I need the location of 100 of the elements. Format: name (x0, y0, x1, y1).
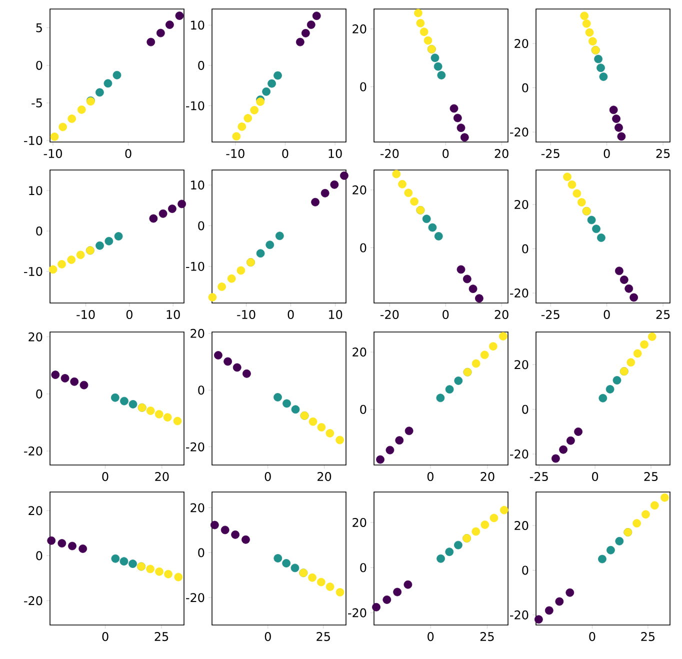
x-tick-label: 0 (125, 149, 132, 158)
y-tick-label: -20 (510, 450, 528, 459)
point (630, 293, 638, 302)
x-tick-label: -20 (380, 310, 399, 320)
point (614, 266, 624, 276)
y-tick-label: 0 (522, 244, 528, 254)
point (612, 114, 620, 123)
point (372, 602, 380, 612)
x-tick-label: 0 (288, 310, 294, 320)
y-tick-label: 10 (29, 186, 42, 196)
point (480, 350, 489, 360)
point (158, 209, 168, 218)
point (414, 8, 422, 18)
y-tick-label: -10 (186, 101, 204, 110)
point (577, 198, 586, 207)
point (596, 64, 605, 72)
y-tick-label: 20 (352, 348, 366, 357)
point (456, 124, 466, 132)
point (424, 36, 432, 45)
point (454, 376, 463, 385)
y-tick-label: 0 (198, 386, 204, 395)
x-tick-label: 0 (592, 472, 598, 482)
point (336, 436, 344, 444)
y-tick-label: 20 (28, 332, 42, 342)
point (58, 122, 67, 132)
point (633, 349, 642, 358)
point (178, 200, 186, 208)
point (250, 106, 259, 114)
point (220, 526, 230, 534)
y-tick-label: -5 (32, 98, 42, 108)
point (632, 519, 641, 528)
point (214, 351, 222, 360)
point (70, 377, 79, 386)
y-tick-label: 0 (360, 243, 366, 252)
point (587, 216, 596, 224)
point (620, 276, 628, 284)
point (568, 180, 576, 189)
x-tick-label: 0 (126, 310, 132, 320)
point (500, 506, 508, 514)
x-tick-label: 0 (264, 472, 271, 482)
point (154, 410, 164, 418)
point (80, 380, 88, 390)
point (544, 606, 554, 615)
point (498, 332, 508, 340)
point (156, 28, 165, 38)
point (436, 394, 445, 402)
point (174, 572, 183, 582)
point (236, 266, 246, 275)
point (58, 260, 66, 268)
x-tick-label: 25 (656, 149, 670, 158)
point (96, 241, 104, 250)
y-tick-label: -10 (24, 136, 42, 146)
point (445, 385, 454, 394)
point (112, 70, 122, 80)
point (173, 416, 182, 426)
point (490, 514, 498, 522)
y-tick-label: -20 (24, 446, 42, 456)
point (218, 282, 226, 291)
y-tick-label: 0 (198, 221, 204, 230)
point (393, 588, 402, 596)
point (311, 198, 320, 206)
x-tick-label: 20 (480, 472, 494, 482)
x-tick-label: -10 (76, 310, 95, 320)
point (563, 172, 572, 182)
y-tick-label: 20 (28, 506, 42, 516)
point (168, 204, 176, 214)
point (326, 582, 334, 592)
x-tick-label: 0 (102, 632, 108, 642)
x-tick-label: -25 (541, 149, 560, 158)
point (597, 234, 606, 242)
point (488, 342, 498, 351)
point (110, 393, 120, 402)
point (430, 54, 440, 62)
point (155, 567, 164, 576)
y-tick-label: 10 (191, 180, 204, 190)
point (572, 189, 582, 198)
point (626, 358, 636, 367)
x-tick-label: 25 (154, 632, 168, 642)
point (67, 256, 76, 264)
point (146, 406, 155, 415)
point (404, 188, 413, 198)
point (376, 455, 384, 464)
y-tick-label: 0 (36, 551, 42, 560)
x-tick-label: -10 (237, 310, 256, 320)
point (296, 38, 304, 46)
point (650, 501, 659, 510)
point (450, 104, 458, 113)
point (599, 72, 608, 81)
y-tick-label: -20 (24, 596, 42, 606)
x-tick-label: 25 (644, 472, 658, 482)
point (275, 232, 284, 240)
x-tick-label: -25 (541, 310, 560, 320)
point (453, 114, 462, 122)
point (308, 573, 316, 582)
y-tick-label: 20 (514, 360, 528, 370)
x-tick-label: 20 (155, 472, 169, 482)
point (472, 527, 480, 536)
y-tick-label: 20 (352, 518, 366, 528)
point (111, 554, 120, 563)
point (210, 520, 219, 530)
